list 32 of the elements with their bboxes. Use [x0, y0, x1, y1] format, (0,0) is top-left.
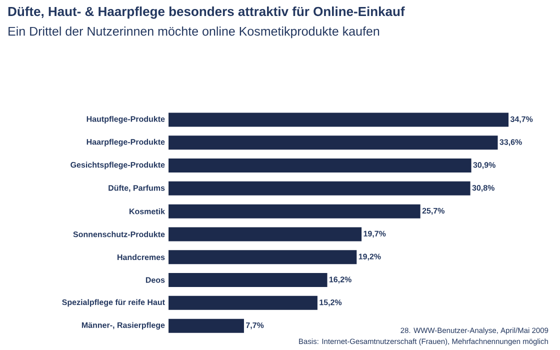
- bar: [168, 181, 470, 196]
- data-label: 19,2%: [358, 254, 381, 261]
- bar: [168, 250, 357, 264]
- bar: [168, 273, 328, 288]
- bar: [168, 112, 509, 127]
- y-tick-label: Düfte, Parfums: [108, 184, 165, 192]
- data-label: 15,2%: [320, 300, 342, 306]
- y-tick-label: Spezialpflege für reife Haut: [62, 299, 165, 307]
- data-label: 30,9%: [473, 162, 496, 169]
- y-tick-label: Handcremes: [118, 254, 165, 260]
- chart-title: Düfte, Haut- & Haarpflege besonders attraktiv für Online-Einkauf: [8, 6, 405, 19]
- y-tick-label: Kosmetik: [130, 208, 166, 214]
- y-tick-label: Deos: [146, 277, 165, 283]
- y-tick-label: Gesichtspflege-Produkte: [70, 162, 165, 170]
- bar: [168, 136, 498, 150]
- data-label: 33,6%: [500, 139, 522, 146]
- chart-subtitle: Ein Drittel der Nutzerinnen möchte online Kosmetikprodukte kaufen: [8, 26, 380, 38]
- bar: [168, 158, 472, 173]
- data-label: 30,8%: [472, 185, 494, 192]
- data-label: 7,7%: [246, 322, 264, 330]
- data-label: 25,7%: [422, 208, 445, 215]
- bar: [168, 204, 420, 218]
- y-tick-label: Männer-, Rasierpflege: [82, 322, 165, 330]
- data-label: 34,7%: [510, 116, 533, 124]
- data-label: 16,2%: [329, 276, 352, 284]
- y-tick-label: Hautpflege-Produkte: [86, 116, 165, 124]
- bar: [168, 296, 318, 310]
- bar: [168, 227, 362, 242]
- bar: [168, 318, 244, 333]
- y-tick-label: Haarpflege-Produkte: [86, 138, 165, 146]
- y-tick-label: Sonnenschutz-Produkte: [73, 231, 165, 238]
- data-label: 19,7%: [364, 230, 386, 238]
